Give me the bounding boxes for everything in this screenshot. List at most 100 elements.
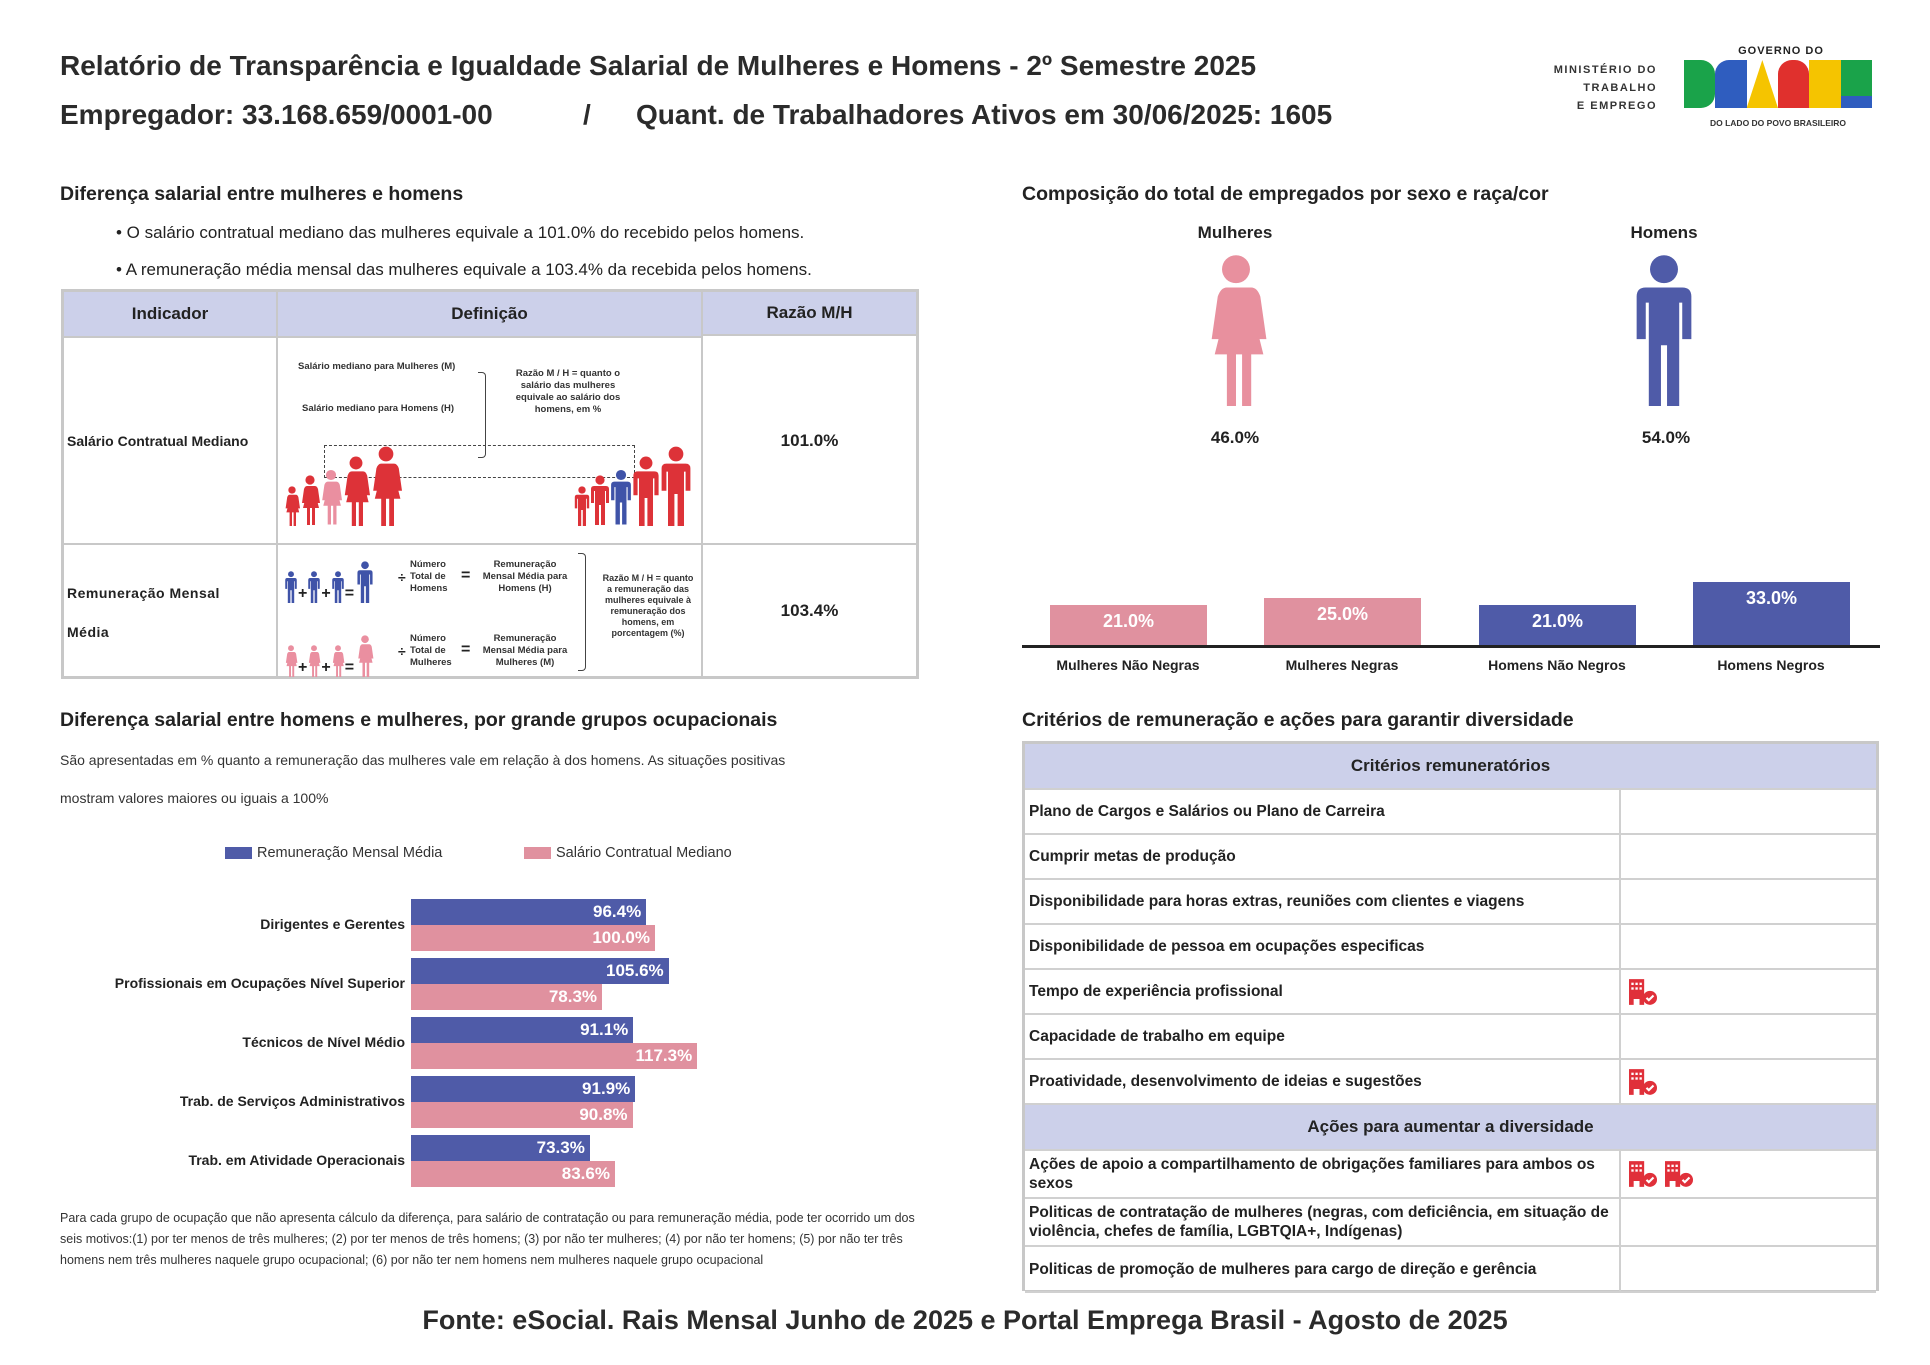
occupational-bar-chart: Dirigentes e Gerentes 96.4% 100.0% Profissi… — [0, 890, 940, 1190]
ratio-median: 101.0% — [703, 338, 916, 545]
criteria-label: Ações de apoio a compartilhamento de obr… — [1029, 1156, 1595, 1192]
occupation-label: Dirigentes e Gerentes — [260, 916, 405, 932]
women-percentage: 46.0% — [1210, 428, 1260, 447]
bar-value-label: 96.4% — [593, 902, 642, 921]
bar-value-label: 100.0% — [592, 928, 650, 947]
definition-average-illustration: + + = + + = ÷ ÷ Número Total de Homens Número T… — [278, 545, 703, 676]
building-check-icon — [1663, 1160, 1695, 1188]
bar-remuneracao: 105.6% — [411, 958, 669, 984]
col-header-ratio: Razão M/H — [703, 292, 916, 336]
occupation-label: Técnicos de Nível Médio — [242, 1034, 405, 1050]
man-figure-icon — [1628, 254, 1700, 406]
def-median-ratio-text: Razão M / H = quanto o salário das mulher… — [515, 368, 621, 415]
legend-label: Remuneração Mensal Média — [257, 845, 443, 861]
race-category-label: Homens Negros — [1717, 657, 1825, 673]
criteria-check-cell — [1619, 925, 1627, 968]
criteria-label: Disponibilidade de pessoa em ocupações e… — [1029, 938, 1425, 955]
salary-gap-title: Diferença salarial entre mulheres e home… — [60, 183, 464, 205]
def-median-women: Salário mediano para Mulheres (M) — [298, 361, 456, 372]
criteria-row: Plano de Cargos e Salários ou Plano de C… — [1025, 790, 1876, 835]
total-men-text: Número Total de Homens — [410, 559, 448, 594]
brace — [578, 553, 586, 671]
criteria-check-cell — [1619, 1247, 1627, 1291]
logo-ministry-line: E EMPREGO — [1576, 100, 1657, 112]
occupational-title: Diferença salarial entre homens e mulher… — [60, 709, 778, 731]
criteria-check-cell — [1619, 1151, 1695, 1197]
employer-id: Empregador: 33.168.659/0001-00 — [60, 99, 493, 130]
criteria-check-cell — [1619, 1015, 1627, 1058]
bar-remuneracao: 73.3% — [411, 1135, 590, 1161]
race-category-label: Mulheres Não Negras — [1056, 657, 1200, 673]
criteria-row: Cumprir metas de produção — [1025, 835, 1876, 880]
bar-remuneracao: 91.1% — [411, 1017, 634, 1043]
criteria-row: Capacidade de trabalho em equipe — [1025, 1015, 1876, 1060]
race-bar-value: 33.0% — [1745, 588, 1798, 609]
criteria-header: Critérios remuneratórios — [1025, 744, 1876, 790]
bar-salario: 117.3% — [411, 1043, 698, 1069]
women-label: Mulheres — [1197, 223, 1273, 242]
occupational-footnote: Para cada grupo de ocupação que não apre… — [60, 1211, 915, 1267]
legend-swatch-pink — [524, 847, 551, 859]
occupational-subtitle-l2: mostram valores maiores ou iguais a 100% — [60, 790, 329, 806]
def-median-men: Salário mediano para Homens (H) — [302, 403, 455, 414]
woman-figure-icon — [1200, 254, 1272, 406]
criteria-label: Capacidade de trabalho em equipe — [1029, 1028, 1285, 1045]
men-sum-icon: + + = — [284, 561, 376, 603]
occupational-subtitle-l1: São apresentadas em % quanto a remuneraç… — [60, 752, 786, 768]
criteria-row: Politicas de promoção de mulheres para c… — [1025, 1247, 1876, 1293]
bar-value-label: 78.3% — [548, 987, 598, 1006]
equals-sign: = — [461, 641, 471, 658]
occupation-label: Trab. de Serviços Administrativos — [179, 1093, 405, 1109]
def-average-ratio-text: Razão M / H = quanto a remuneração das mul… — [602, 573, 694, 638]
criteria-label: Politicas de promoção de mulheres para c… — [1029, 1260, 1537, 1278]
building-check-icon — [1627, 1160, 1659, 1188]
men-label: Homens — [1630, 223, 1698, 242]
logo-ministry-line: TRABALHO — [1583, 82, 1657, 94]
criteria-table: Critérios remuneratórios Plano de Cargos … — [1022, 741, 1879, 1293]
criteria-row: Proatividade, desenvolvimento de ideias … — [1025, 1060, 1876, 1105]
women-sum-icon: + + = — [284, 635, 376, 677]
race-bar: 21.0% — [1050, 605, 1207, 645]
criteria-check-cell — [1619, 880, 1627, 923]
women-family-icon — [284, 446, 402, 526]
bar-value-label: 91.1% — [580, 1020, 629, 1039]
header-separator: / — [583, 99, 591, 130]
criteria-row: Tempo de experiência profissional — [1025, 970, 1876, 1015]
legend-item-remuneracao: Remuneração Mensal Média — [225, 845, 442, 861]
logo-gov-top: GOVERNO DO — [1738, 45, 1824, 57]
men-family-icon — [574, 446, 692, 526]
criteria-check-cell — [1619, 835, 1627, 878]
definition-median-illustration: Salário mediano para Mulheres (M) Salári… — [278, 338, 703, 545]
criteria-row: Disponibilidade para horas extras, reuni… — [1025, 880, 1876, 925]
divide-sign: ÷ — [398, 643, 406, 659]
criteria-row: Ações de apoio a compartilhamento de obr… — [1025, 1151, 1876, 1199]
chart-baseline — [1022, 645, 1880, 648]
bar-value-label: 73.3% — [536, 1138, 585, 1157]
legend-item-salario: Salário Contratual Mediano — [524, 845, 732, 861]
criteria-label: Plano de Cargos e Salários ou Plano de C… — [1029, 803, 1385, 820]
diversity-header: Ações para aumentar a diversidade — [1025, 1105, 1876, 1151]
criteria-check-cell — [1619, 1060, 1659, 1103]
indicator-average: Remuneração Mensal Média — [64, 545, 278, 676]
total-women-text: Número Total de Mulheres — [410, 633, 452, 668]
criteria-label: Proatividade, desenvolvimento de ideias … — [1029, 1073, 1422, 1090]
composition-title: Composição do total de empregados por se… — [1022, 183, 1549, 205]
criteria-label: Tempo de experiência profissional — [1029, 983, 1283, 1000]
government-logo: MINISTÉRIO DO TRABALHO E EMPREGO GOVERNO… — [1500, 44, 1880, 134]
indicator-average-l1: Remuneração Mensal — [67, 585, 220, 601]
bar-value-label: 91.9% — [582, 1079, 631, 1098]
criteria-check-cell — [1619, 790, 1627, 833]
race-bar-value: 21.0% — [1531, 611, 1584, 632]
criteria-label: Disponibilidade para horas extras, reuni… — [1029, 893, 1525, 910]
bar-salario: 83.6% — [411, 1161, 615, 1187]
avg-women-text: Remuneração Mensal Média para Mulheres (M) — [482, 633, 568, 668]
race-bar: 33.0% — [1693, 582, 1850, 645]
race-bar-value: 25.0% — [1316, 603, 1369, 624]
bar-value-label: 83.6% — [561, 1164, 610, 1183]
criteria-check-cell — [1619, 1199, 1627, 1245]
bar-remuneracao: 91.9% — [411, 1076, 636, 1102]
active-workers: Quant. de Trabalhadores Ativos em 30/06/… — [636, 99, 1333, 130]
ratio-average: 103.4% — [780, 600, 839, 620]
criteria-row: Disponibilidade de pessoa em ocupações e… — [1025, 925, 1876, 970]
brasil-wordmark — [1684, 60, 1872, 108]
